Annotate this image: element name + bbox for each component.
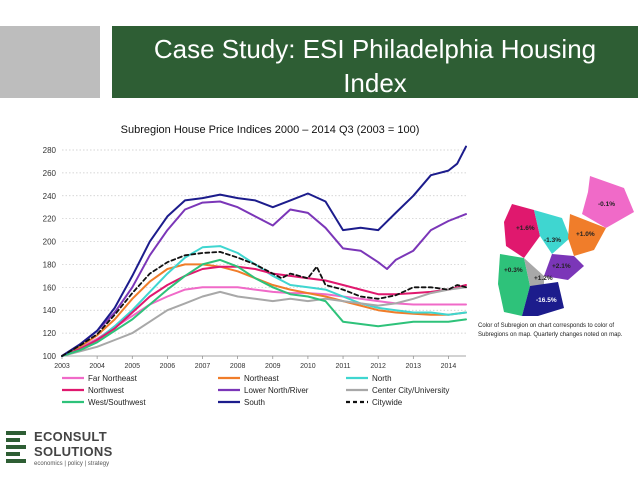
y-axis-ticks: 100 120 140 160 180 200 220 240 260 280 (43, 146, 57, 361)
econsult-logo: ECONSULT SOLUTIONS economics | policy | … (6, 426, 156, 472)
y-tick-label: 240 (43, 192, 57, 201)
title-line-1: Case Study: ESI Philadelphia Housing (153, 34, 597, 64)
logo-name-line-2: SOLUTIONS (34, 444, 113, 459)
y-tick-label: 120 (43, 329, 57, 338)
series-line-north (61, 245, 467, 357)
logo-mark-icon (6, 431, 30, 463)
legend-label: Citywide (372, 398, 403, 407)
chart-legend: Far Northeast Northeast North Northwest Lowe… (62, 374, 449, 407)
header-banner (112, 26, 638, 98)
title-line-2: Index (343, 68, 407, 98)
header-side-bar (0, 26, 100, 98)
map-region-northeast (568, 214, 606, 256)
legend-label: Center City/University (372, 386, 449, 395)
x-tick-label: 2014 (441, 363, 457, 370)
map-region-northwest (504, 204, 540, 258)
x-tick-label: 2009 (265, 363, 281, 370)
legend-label: Lower North/River (244, 386, 309, 395)
legend-label: North (372, 374, 392, 383)
series-lines (61, 145, 467, 357)
map-label-south: -16.5% (536, 297, 557, 304)
map-label-west-southwest: +0.3% (504, 267, 523, 274)
legend-label: Northwest (88, 386, 125, 395)
map-region-west-southwest (498, 254, 530, 316)
series-line-citywide (61, 250, 467, 357)
x-tick-label: 2004 (89, 363, 105, 370)
x-tick-label: 2011 (336, 363, 351, 370)
map-region-far-northeast (582, 176, 634, 228)
y-tick-label: 220 (43, 215, 57, 224)
series-line-northeast (61, 263, 467, 357)
series-line-west-southwest (61, 258, 467, 357)
map-label-north: -1.3% (544, 237, 561, 244)
y-tick-label: 260 (43, 169, 57, 178)
page-title: Case Study: ESI Philadelphia Housing Ind… (112, 32, 638, 100)
series-line-lower-north-river (61, 200, 467, 357)
x-tick-label: 2013 (406, 363, 422, 370)
logo-wordmark: ECONSULT SOLUTIONS (34, 429, 113, 459)
x-tick-label: 2006 (160, 363, 176, 370)
y-tick-label: 280 (43, 146, 57, 155)
x-tick-label: 2008 (230, 363, 246, 370)
x-tick-label: 2003 (54, 363, 70, 370)
legend-label: Far Northeast (88, 374, 138, 383)
map-caption: Color of Subregion on chart corresponds … (478, 323, 623, 338)
chart-title: Subregion House Price Indices 2000 – 201… (120, 124, 420, 136)
map-region-lower-north-river (544, 254, 584, 280)
logo-tagline: economics | policy | strategy (34, 461, 110, 467)
series-line-south (61, 145, 467, 357)
map-label-northwest: +1.6% (516, 225, 535, 232)
map-label-northeast: +1.0% (576, 231, 595, 238)
y-tick-label: 200 (43, 238, 57, 247)
legend-label: Northeast (244, 374, 279, 383)
x-tick-label: 2010 (300, 363, 316, 370)
y-tick-label: 180 (43, 260, 57, 269)
map-label-center-city: +1.2% (534, 275, 553, 282)
x-tick-label: 2007 (195, 363, 211, 370)
map-region-north (534, 210, 570, 254)
philadelphia-subregion-map: -0.1% +1.6% -1.3% +1.0% +0.3% +2.1% +1.2… (498, 176, 634, 316)
logo-name-line-1: ECONSULT (34, 429, 107, 444)
y-tick-label: 140 (43, 306, 57, 315)
legend-label: South (244, 398, 265, 407)
map-label-far-northeast: -0.1% (598, 201, 615, 208)
map-region-center-city (524, 258, 544, 288)
x-tick-label: 2005 (124, 363, 140, 370)
y-tick-label: 160 (43, 283, 57, 292)
x-tick-label: 2012 (370, 363, 386, 370)
y-tick-label: 100 (43, 352, 57, 361)
map-label-lower-north-river: +2.1% (552, 263, 571, 270)
x-axis-ticks: 2003 2004 2005 2006 2007 2008 2009 2010 2011 2012… (54, 356, 456, 370)
map-region-south (522, 282, 564, 316)
series-line-center-city-university (61, 286, 467, 357)
legend-label: West/Southwest (88, 398, 146, 407)
